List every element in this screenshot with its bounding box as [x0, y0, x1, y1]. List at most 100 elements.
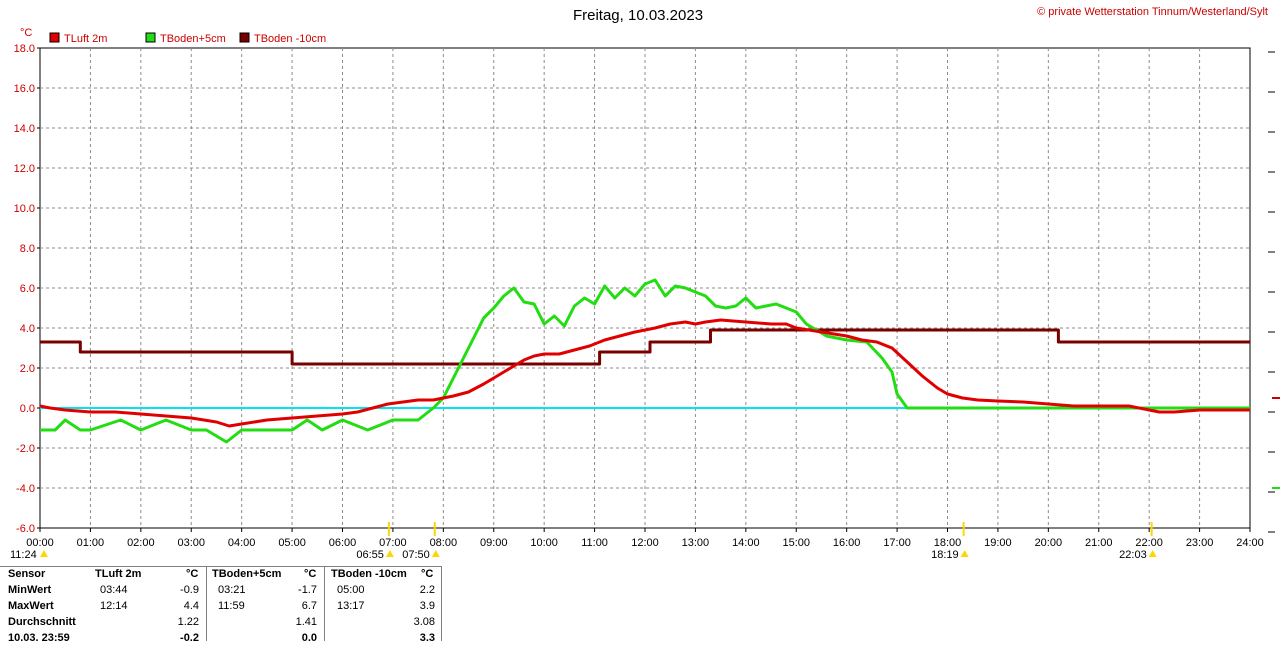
sun-icon	[40, 550, 48, 557]
sun-icon	[385, 550, 394, 557]
stats-value: -0.2	[180, 632, 199, 644]
y-tick-label: 16.0	[14, 83, 35, 95]
stats-value: 3.9	[419, 600, 435, 612]
x-tick-label: 21:00	[1085, 537, 1113, 549]
x-tick-label: 16:00	[833, 537, 861, 549]
stats-time: 11:59	[218, 600, 245, 612]
legend-label: TBoden+5cm	[160, 33, 226, 45]
y-tick-label: 8.0	[20, 243, 35, 255]
sun-icon	[431, 550, 440, 557]
legend: TLuft 2m TBoden+5cm TBoden -10cm	[49, 32, 326, 45]
x-tick-label: 14:00	[732, 537, 760, 549]
stats-top-border	[0, 566, 442, 567]
x-tick-label: 13:00	[682, 537, 710, 549]
stats-value: 2.2	[419, 584, 435, 596]
right-edge-markers	[1268, 51, 1280, 533]
legend-label: TBoden -10cm	[254, 33, 326, 45]
x-tick-label: 05:00	[278, 537, 306, 549]
stats-row-label: MaxWert	[8, 600, 54, 612]
stats-divider	[324, 567, 325, 641]
y-tick-label: 18.0	[14, 43, 35, 55]
x-tick-label: 02:00	[127, 537, 155, 549]
stats-value: 0.0	[301, 632, 317, 644]
stats-header-tboden10: TBoden -10cm	[331, 568, 407, 580]
stats-header-unit: °C	[186, 568, 199, 580]
series-line-1	[40, 278, 1250, 444]
astro-label: 18:19	[931, 549, 959, 561]
grid	[39, 47, 1251, 529]
y-tick-label: 10.0	[14, 203, 35, 215]
x-tick-label: 12:00	[631, 537, 659, 549]
stats-value: 3.3	[419, 632, 435, 644]
x-tick-label: 00:00	[26, 537, 54, 549]
x-tick-label: 11:00	[581, 537, 608, 549]
x-tick-label: 17:00	[883, 537, 911, 549]
y-axis-ticks: 18.0 16.0 14.0 12.0 10.0 8.0 6.0 4.0 2.0 0.0 -2.0 -…	[14, 43, 40, 535]
x-tick-label: 06:00	[329, 537, 357, 549]
y-tick-label: -6.0	[16, 523, 35, 535]
legend-swatch	[49, 32, 60, 43]
legend-swatch	[239, 32, 250, 43]
stats-header-sensor: Sensor	[8, 568, 46, 580]
y-tick-label: -2.0	[16, 443, 35, 455]
y-tick-label: 2.0	[20, 363, 35, 375]
stats-row-label: Durchschnitt	[8, 616, 76, 628]
legend-swatch	[145, 32, 156, 43]
x-tick-label: 07:00	[379, 537, 407, 549]
temperature-chart: Freitag, 10.03.2023 © private Wetterstat…	[10, 6, 1280, 561]
stats-header-unit: °C	[304, 568, 317, 580]
series-lines	[39, 278, 1250, 444]
stats-row-label: MinWert	[8, 584, 52, 596]
stats-header-tluft: TLuft 2m	[95, 568, 142, 580]
astro-label: 07:50	[402, 549, 430, 561]
x-tick-label: 08:00	[430, 537, 458, 549]
copyright-label: © private Wetterstation Tinnum/Westerlan…	[1037, 6, 1268, 18]
sun-icon	[960, 550, 969, 557]
x-tick-label: 04:00	[228, 537, 256, 549]
x-tick-label: 09:00	[480, 537, 508, 549]
x-tick-label: 22:00	[1135, 537, 1163, 549]
x-tick-label: 01:00	[77, 537, 105, 549]
y-tick-label: 0.0	[20, 403, 35, 415]
chart-title: Freitag, 10.03.2023	[573, 7, 703, 24]
stats-value: 6.7	[301, 600, 317, 612]
stats-divider	[441, 567, 442, 641]
y-tick-label: 14.0	[14, 123, 35, 135]
x-tick-label: 18:00	[934, 537, 962, 549]
statistics-table: Sensor TLuft 2m °C TBoden+5cm °C TBoden …	[0, 567, 442, 644]
series-line-0	[39, 318, 1250, 428]
x-tick-label: 23:00	[1186, 537, 1214, 549]
y-tick-label: 12.0	[14, 163, 35, 175]
stats-time: 13:17	[337, 600, 365, 612]
stats-time: 12:14	[100, 600, 128, 612]
stats-value: 3.08	[413, 616, 435, 628]
y-tick-label: 4.0	[20, 323, 35, 335]
y-tick-label: -4.0	[16, 483, 35, 495]
series-line-2	[40, 328, 1250, 366]
x-tick-label: 24:00	[1236, 537, 1264, 549]
astro-label: 22:03	[1119, 549, 1147, 561]
astro-label: 11:24	[10, 549, 37, 561]
stats-time: 03:44	[100, 584, 128, 596]
stats-row-label: 10.03. 23:59	[8, 632, 70, 644]
x-tick-label: 10:00	[530, 537, 558, 549]
astro-markers: 11:24 06:55 07:50 18:19 22:03	[10, 522, 1157, 561]
stats-value: 4.4	[183, 600, 199, 612]
x-axis-ticks: 00:00 01:00 02:00 03:00 04:00 05:00 06:00 07:00…	[26, 528, 1264, 549]
x-tick-label: 03:00	[177, 537, 205, 549]
stats-value: -0.9	[180, 584, 199, 596]
legend-label: TLuft 2m	[64, 33, 107, 45]
stats-value: -1.7	[298, 584, 317, 596]
astro-label: 06:55	[356, 549, 384, 561]
stats-value: 1.41	[295, 616, 317, 628]
stats-time: 05:00	[337, 584, 365, 596]
y-axis-unit: °C	[20, 27, 32, 39]
stats-header-unit: °C	[421, 568, 434, 580]
stats-divider	[206, 567, 207, 641]
stats-header-tboden5: TBoden+5cm	[212, 568, 282, 580]
x-tick-label: 20:00	[1035, 537, 1063, 549]
stats-value: 1.22	[177, 616, 199, 628]
y-tick-label: 6.0	[20, 283, 35, 295]
x-tick-label: 15:00	[782, 537, 810, 549]
x-tick-label: 19:00	[984, 537, 1012, 549]
